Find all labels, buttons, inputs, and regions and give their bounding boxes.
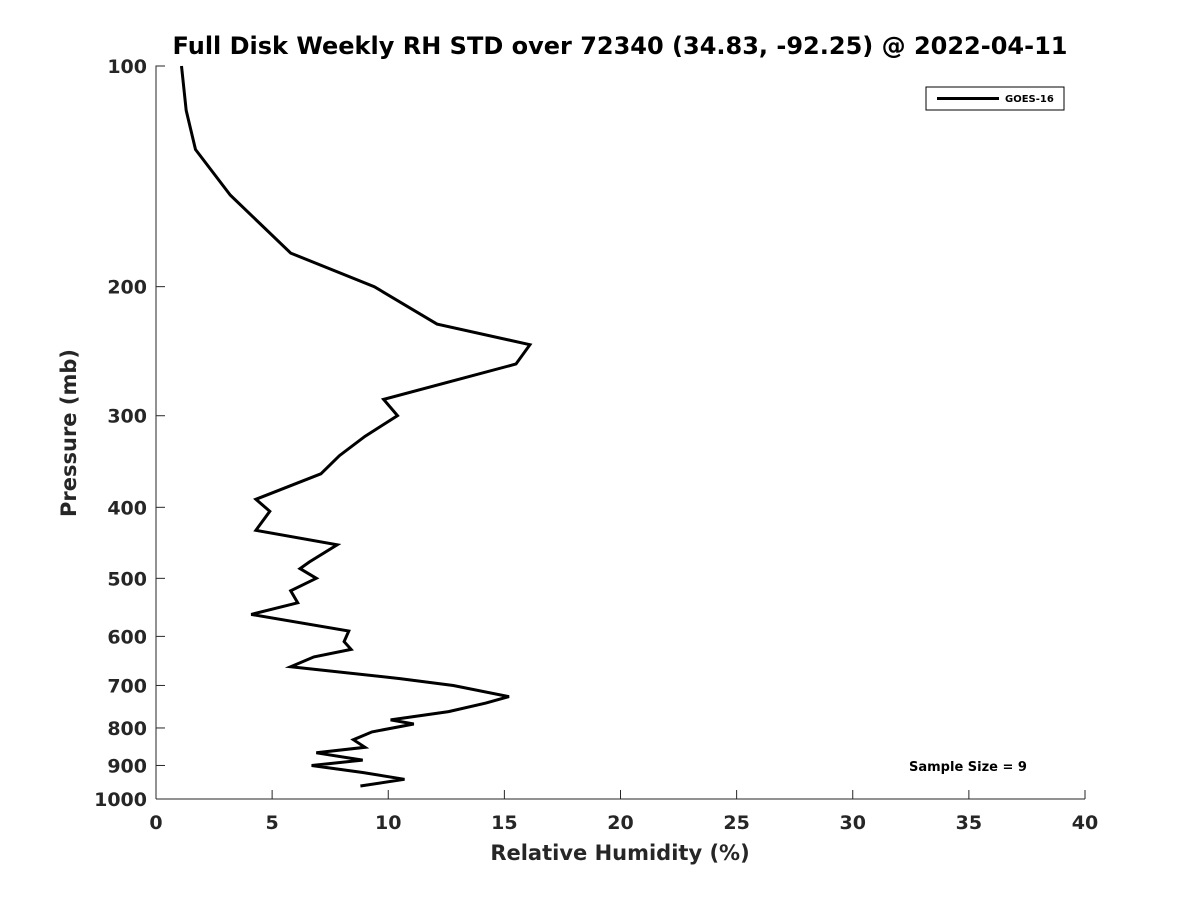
x-tick-label: 5 (266, 812, 279, 834)
y-tick-label: 1000 (94, 789, 147, 811)
y-tick-label: 100 (107, 56, 147, 78)
y-tick-label: 400 (107, 497, 147, 519)
y-tick-label: 300 (107, 406, 147, 428)
legend: GOES-16 (925, 86, 1065, 111)
ticks: 0 5 10 15 20 25 30 35 40 100 200 300 400 500 600 700 800… (94, 56, 1098, 834)
chart-title: Full Disk Weekly RH STD over 72340 (34.8… (173, 32, 1068, 60)
series (180, 65, 533, 788)
x-tick-label: 10 (375, 812, 401, 834)
y-tick-label: 500 (107, 568, 147, 590)
x-tick-label: 35 (956, 812, 982, 834)
x-tick-label: 25 (723, 812, 749, 834)
x-tick-label: 0 (149, 812, 162, 834)
series-line-0 (180, 65, 533, 788)
y-axis-label: Pressure (mb) (57, 349, 81, 517)
x-tick-label: 30 (840, 812, 866, 834)
legend-label: GOES-16 (1005, 94, 1054, 105)
x-tick-label: 20 (607, 812, 633, 834)
y-tick-label: 800 (107, 718, 147, 740)
x-tick-label: 40 (1072, 812, 1098, 834)
x-axis-label: Relative Humidity (%) (490, 841, 749, 865)
y-tick-label: 700 (107, 675, 147, 697)
axes (155, 65, 1085, 800)
y-tick-label: 600 (107, 626, 147, 648)
y-tick-label: 900 (107, 755, 147, 777)
sample-size-annotation: Sample Size = 9 (909, 760, 1027, 775)
x-tick-label: 15 (491, 812, 517, 834)
y-tick-label: 200 (107, 277, 147, 299)
